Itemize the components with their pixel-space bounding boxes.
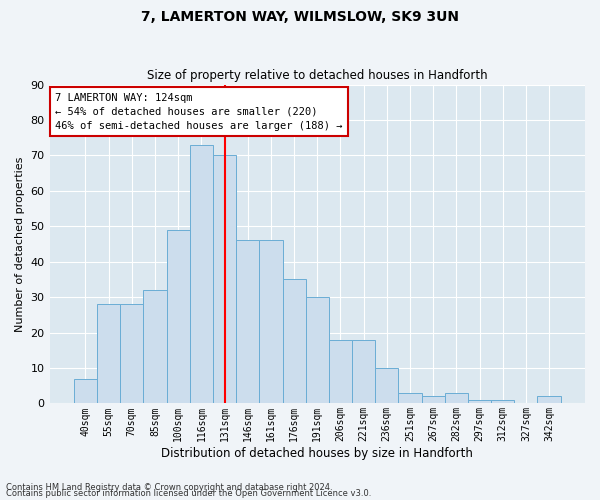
Bar [213, 156, 236, 404]
Bar [538, 396, 560, 404]
Bar [190, 145, 213, 404]
Bar [236, 240, 259, 404]
Bar [259, 240, 283, 404]
Text: 7 LAMERTON WAY: 124sqm
← 54% of detached houses are smaller (220)
46% of semi-de: 7 LAMERTON WAY: 124sqm ← 54% of detached… [55, 92, 343, 130]
Bar [398, 393, 422, 404]
Bar [491, 400, 514, 404]
Bar [120, 304, 143, 404]
Bar [283, 280, 305, 404]
Bar [329, 340, 352, 404]
Bar [468, 400, 491, 404]
Bar [167, 230, 190, 404]
Text: Contains HM Land Registry data © Crown copyright and database right 2024.: Contains HM Land Registry data © Crown c… [6, 483, 332, 492]
Bar [74, 378, 97, 404]
X-axis label: Distribution of detached houses by size in Handforth: Distribution of detached houses by size … [161, 447, 473, 460]
Bar [352, 340, 375, 404]
Bar [375, 368, 398, 404]
Bar [305, 297, 329, 404]
Text: Contains public sector information licensed under the Open Government Licence v3: Contains public sector information licen… [6, 490, 371, 498]
Bar [445, 393, 468, 404]
Bar [422, 396, 445, 404]
Y-axis label: Number of detached properties: Number of detached properties [15, 156, 25, 332]
Text: 7, LAMERTON WAY, WILMSLOW, SK9 3UN: 7, LAMERTON WAY, WILMSLOW, SK9 3UN [141, 10, 459, 24]
Bar [143, 290, 167, 404]
Bar [97, 304, 120, 404]
Title: Size of property relative to detached houses in Handforth: Size of property relative to detached ho… [147, 69, 488, 82]
